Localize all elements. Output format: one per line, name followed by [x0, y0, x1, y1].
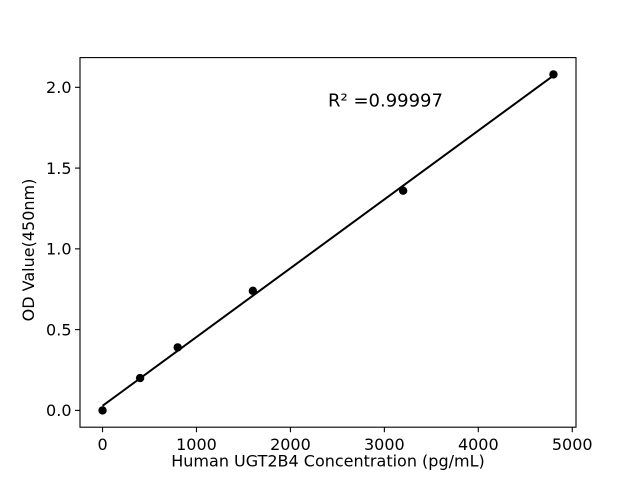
data-point-marker [98, 406, 107, 415]
r-squared-annotation: R² =0.99997 [328, 91, 443, 112]
y-tick-label: 1.0 [46, 240, 71, 259]
data-point-marker [135, 373, 145, 383]
x-tick-label: 3000 [364, 435, 405, 454]
y-tick-label: 0.0 [46, 401, 71, 420]
x-tick-label: 5000 [552, 435, 593, 454]
x-axis-label: Human UGT2B4 Concentration (pg/mL) [171, 452, 484, 471]
y-tick-label: 1.5 [46, 159, 71, 178]
data-point-marker [549, 70, 558, 79]
data-point-marker [173, 343, 182, 352]
y-tick-label: 2.0 [46, 78, 71, 97]
data-point-marker [248, 286, 258, 296]
x-tick-label: 2000 [270, 435, 311, 454]
x-tick-label: 1000 [176, 435, 217, 454]
x-tick-label: 0 [97, 435, 107, 454]
trendline [101, 74, 555, 407]
y-axis-label: OD Value(450nm) [19, 179, 38, 322]
plot-border [79, 57, 577, 428]
data-point-marker [398, 186, 408, 195]
plot-dynamic-layer: 0 1000 2000 3000 4000 5000 0.0 0.5 1.0 1.5 2.0 [46, 57, 593, 454]
y-tick-label: 0.5 [46, 320, 71, 339]
x-tick-label: 4000 [458, 435, 499, 454]
